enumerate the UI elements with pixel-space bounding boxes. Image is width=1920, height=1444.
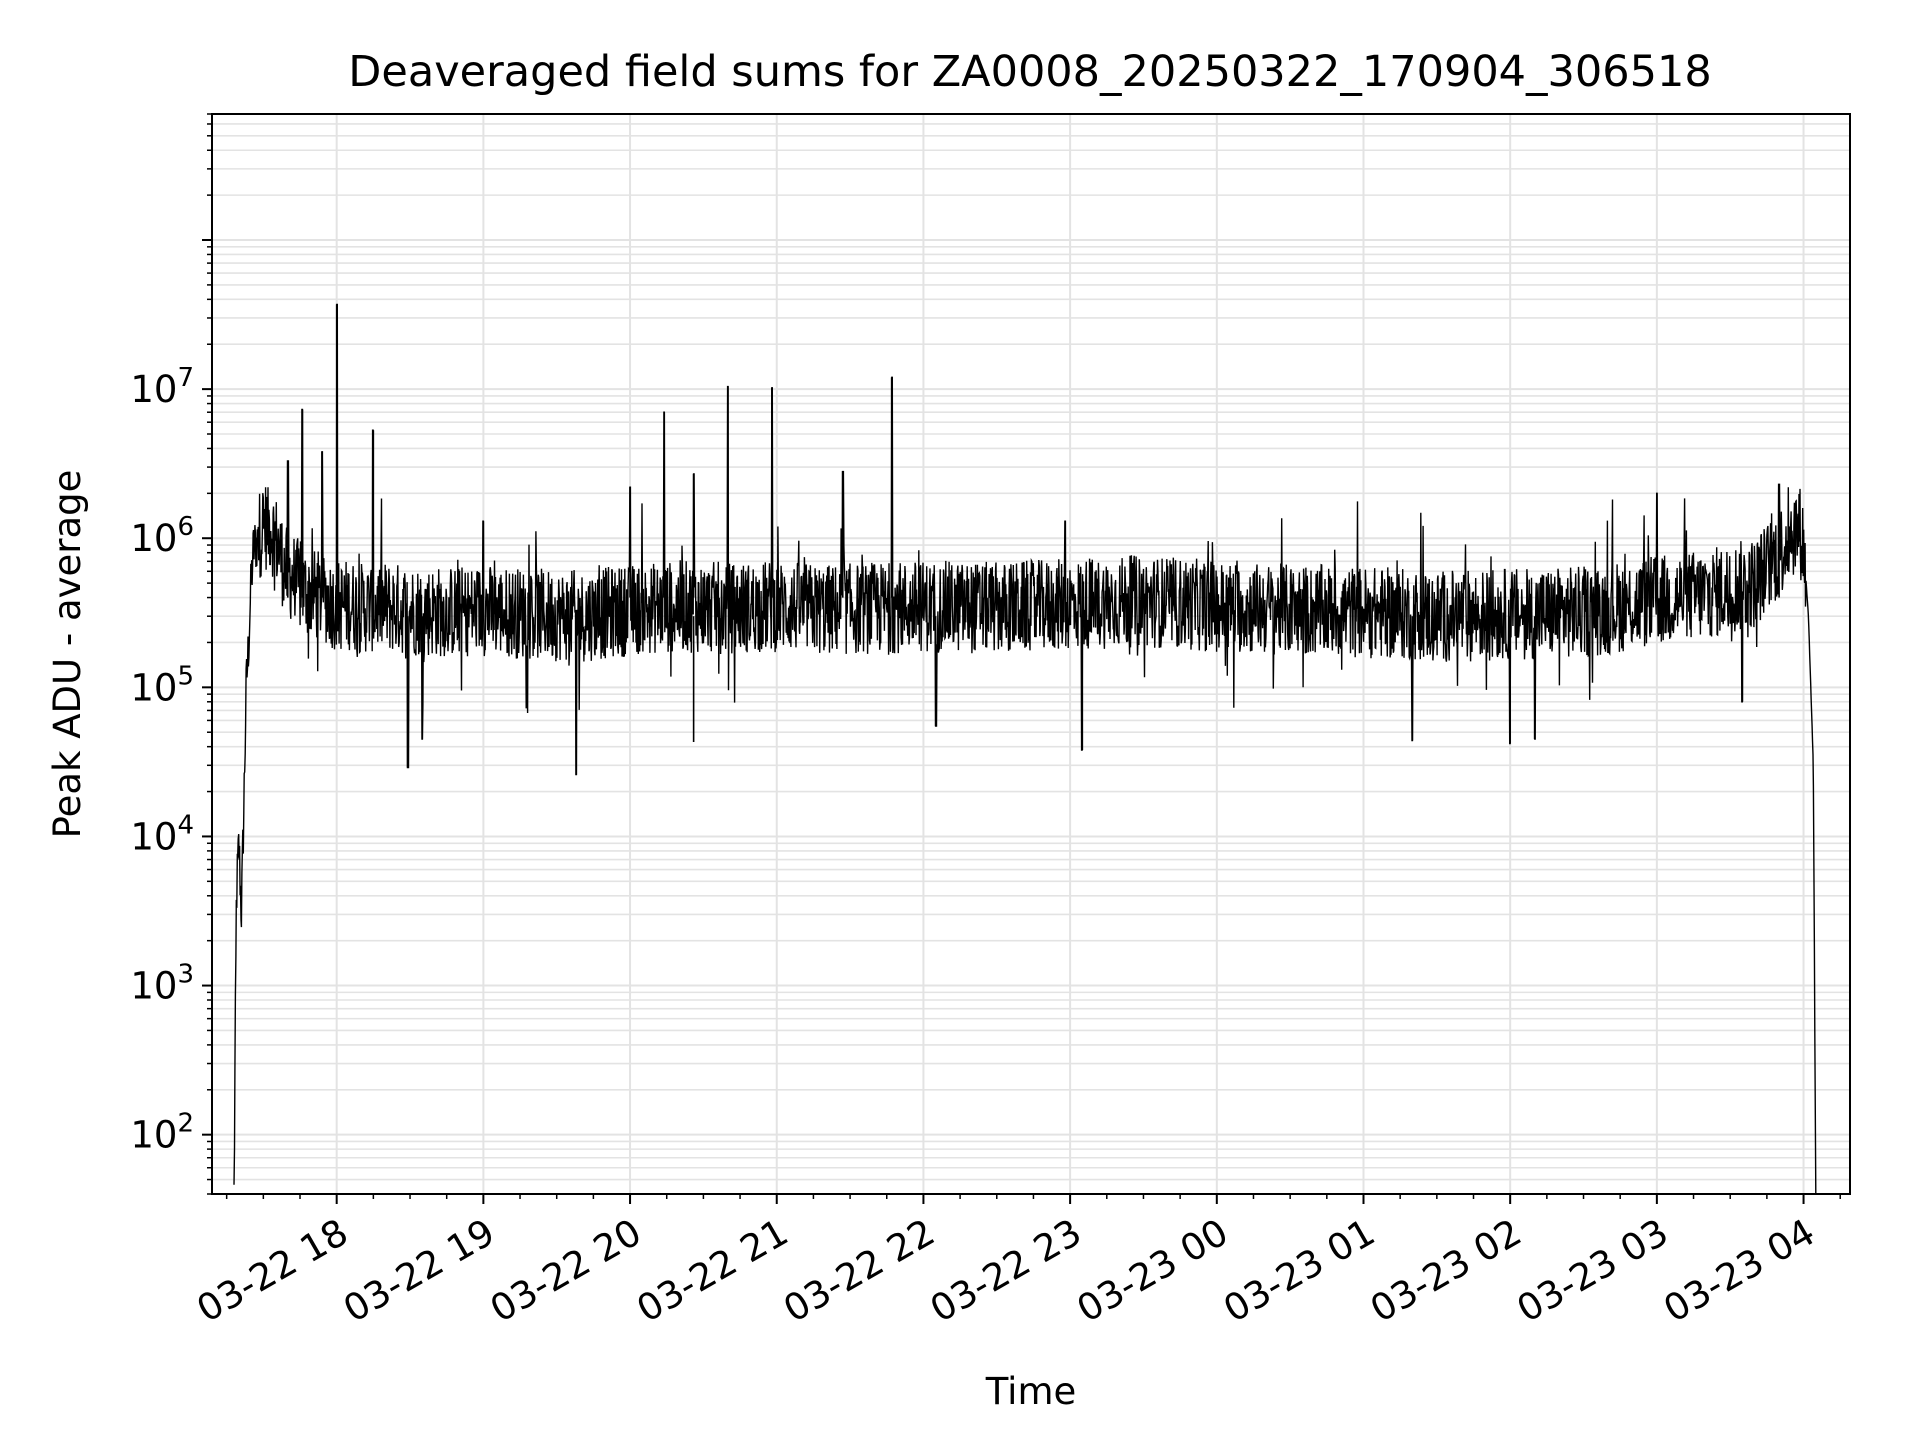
y-tick-label: 106	[130, 512, 194, 560]
y-tick-label: 107	[130, 363, 194, 411]
x-axis-label: Time	[985, 1370, 1077, 1413]
y-axis-label: Peak ADU - average	[46, 470, 89, 839]
series-line	[233, 303, 1817, 1195]
plot-frame	[211, 113, 1851, 1195]
plot-layer	[233, 303, 1817, 1195]
y-tick-label: 103	[130, 960, 194, 1008]
chart-title: Deaveraged field sums for ZA0008_2025032…	[348, 47, 1711, 97]
y-tick-label: 102	[130, 1109, 194, 1157]
y-tick-label: 104	[130, 810, 194, 858]
grid-layer	[212, 113, 1850, 1195]
y-tick-label: 105	[130, 661, 194, 709]
